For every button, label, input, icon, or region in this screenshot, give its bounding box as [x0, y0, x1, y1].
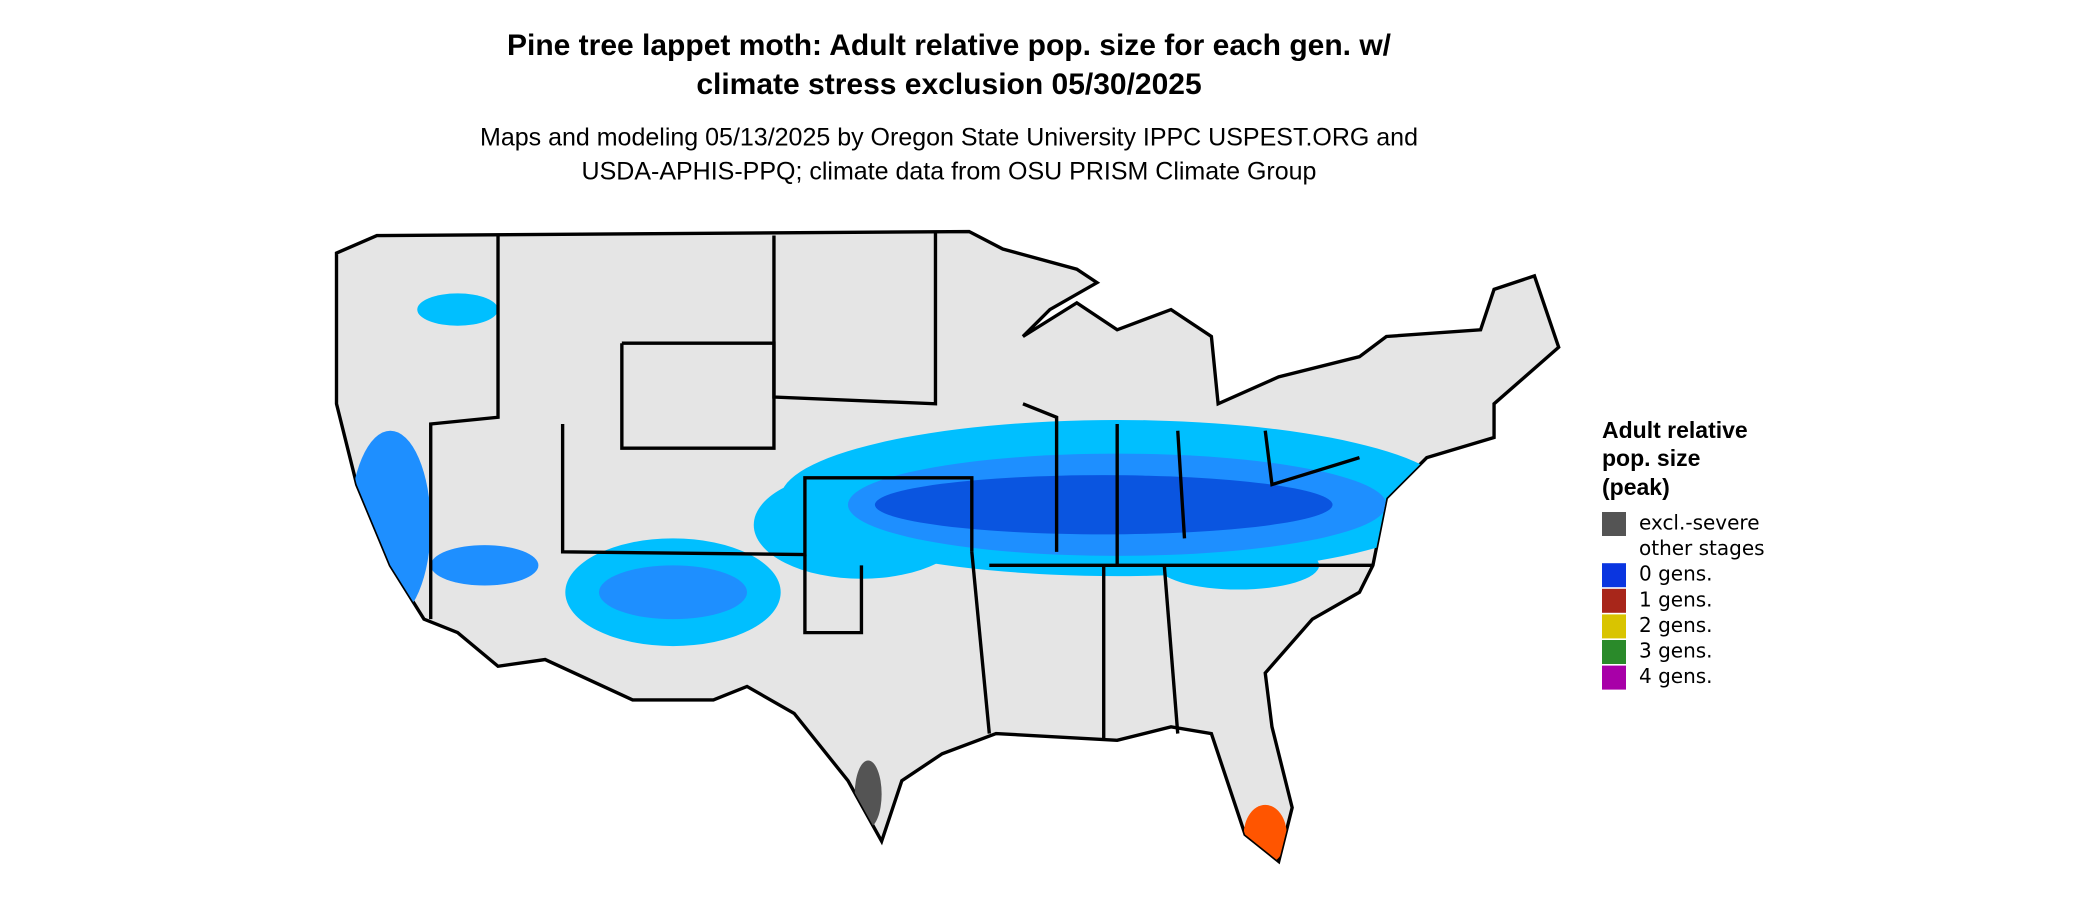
legend-title: pop. size: [1602, 445, 1700, 471]
legend-swatch: [1602, 640, 1626, 664]
legend-swatch: [1602, 537, 1626, 562]
legend-label: 0 gens.: [1639, 562, 1713, 586]
subtitle-line: Maps and modeling 05/13/2025 by Oregon S…: [480, 124, 1418, 152]
legend-label: 1 gens.: [1639, 587, 1713, 611]
legend-label: 2 gens.: [1639, 613, 1713, 637]
title-line: climate stress exclusion 05/30/2025: [696, 68, 1201, 101]
legend-swatch: [1602, 512, 1626, 536]
legend-label: other stages: [1639, 536, 1765, 560]
legend-label: 4 gens.: [1639, 664, 1713, 688]
legend-swatch: [1602, 614, 1626, 639]
legend-title: Adult relative: [1602, 417, 1748, 443]
legend-swatch: [1602, 588, 1626, 613]
legend: Adult relative pop. size (peak) excl.-se…: [1602, 417, 1765, 690]
subtitle-line: USDA-APHIS-PPQ; climate data from OSU PR…: [582, 158, 1317, 186]
state-lines: [429, 231, 1373, 741]
us-map: [334, 229, 1561, 865]
legend-label: excl.-severe: [1639, 511, 1760, 535]
legend-title: (peak): [1602, 474, 1670, 500]
legend-label: 3 gens.: [1639, 639, 1713, 663]
legend-swatch: [1602, 665, 1626, 690]
title-line: Pine tree lappet moth: Adult relative po…: [507, 29, 1392, 62]
legend-swatch: [1602, 563, 1626, 588]
